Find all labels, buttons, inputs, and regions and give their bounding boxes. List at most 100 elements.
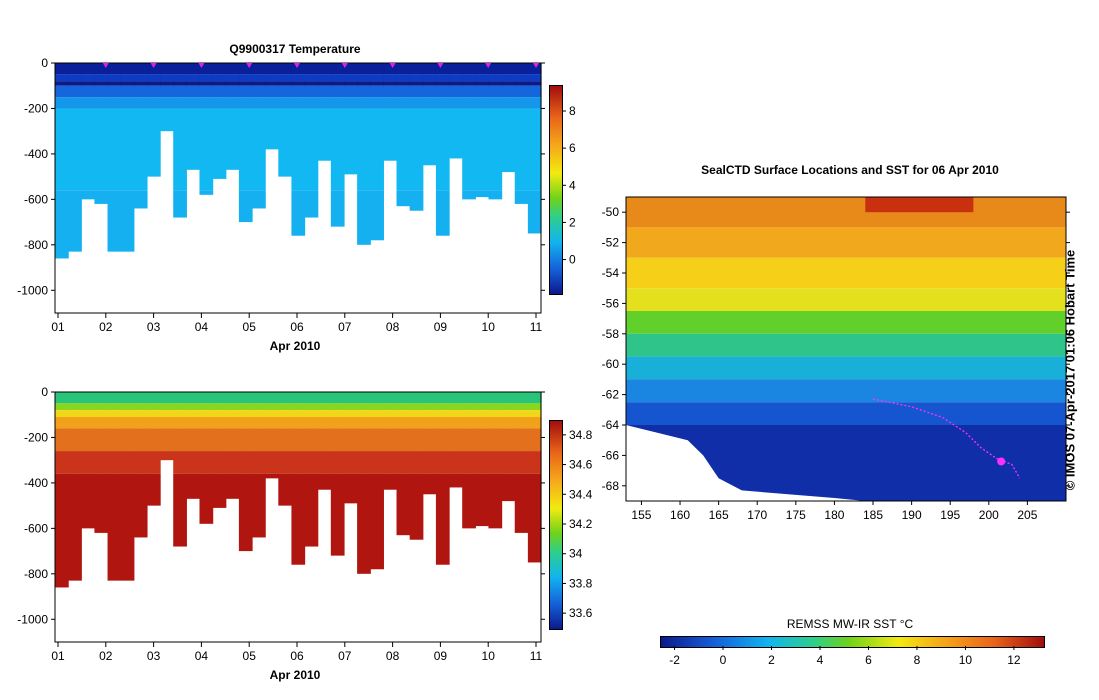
x-tick-label: 02	[99, 320, 113, 334]
profile-cell	[68, 74, 82, 82]
profile-cell	[357, 392, 371, 404]
profile-cell	[146, 108, 161, 177]
profile-cell	[225, 451, 240, 474]
profile-cell	[396, 190, 411, 207]
profile-cell	[488, 410, 503, 417]
credit-text: © IMOS 07-Apr-2017 01:06 Hobart Time	[1062, 249, 1078, 491]
x-tick-label: 170	[747, 508, 767, 522]
x-tick-label: 09	[434, 320, 448, 334]
x-tick-label: 190	[902, 508, 922, 522]
sst-band	[626, 197, 1066, 228]
colorbar-tick-label: -2	[669, 653, 680, 667]
profile-cell	[160, 108, 174, 132]
profile-cell	[396, 108, 411, 191]
profile-cell	[357, 108, 371, 191]
sst-band	[626, 356, 1066, 380]
profile-cell	[409, 451, 424, 474]
profile-cell	[120, 428, 135, 452]
profile-cell	[146, 63, 161, 75]
profile-cell	[146, 74, 161, 82]
profile-cell	[435, 74, 450, 82]
profile-cell	[278, 392, 293, 404]
profile-cell	[265, 85, 279, 98]
sst-band	[626, 311, 1066, 334]
profile-cell	[343, 417, 358, 429]
profile-cell	[252, 74, 266, 82]
colorbar-tick-label: 6	[865, 653, 872, 667]
profile-cell	[55, 63, 69, 75]
profile-cell	[81, 74, 96, 82]
profile-cell	[291, 81, 306, 86]
profile-cell	[81, 428, 96, 452]
y-tick-label: -58	[602, 327, 620, 341]
profile-cell	[291, 97, 306, 109]
profile-cell	[252, 417, 266, 429]
profile-cell	[317, 410, 332, 417]
profile-cell	[304, 451, 319, 474]
profile-cell	[527, 410, 542, 417]
profile-cell	[173, 428, 187, 452]
profile-cell	[212, 451, 227, 474]
profile-cell	[488, 451, 503, 474]
profile-cell	[330, 451, 345, 474]
profile-cell	[278, 74, 293, 82]
profile-cell	[186, 108, 201, 170]
profile-cell	[107, 190, 122, 252]
profile-cell	[133, 473, 148, 538]
profile-cell	[409, 81, 424, 86]
profile-cell	[330, 81, 345, 86]
profile-cell	[186, 81, 201, 86]
profile-cell	[514, 417, 529, 429]
profile-cell	[330, 74, 345, 82]
profile-cell	[199, 85, 214, 98]
profile-cell	[68, 63, 82, 75]
profile-cell	[160, 74, 174, 82]
profile-cell	[55, 108, 69, 191]
sst-colorbar	[660, 636, 1045, 648]
profile-cell	[527, 81, 542, 86]
profile-cell	[252, 392, 266, 404]
profile-cell	[225, 417, 240, 429]
surface-marker	[102, 63, 109, 68]
profile-cell	[357, 410, 371, 417]
profile-cell	[107, 108, 122, 191]
profile-cell	[238, 81, 253, 86]
profile-cell	[488, 392, 503, 404]
profile-cell	[291, 417, 306, 429]
profile-cell	[278, 85, 293, 98]
profile-cell	[435, 428, 450, 452]
profile-cell	[449, 473, 463, 488]
profile-cell	[68, 108, 82, 191]
profile-cell	[304, 97, 319, 109]
profile-cell	[409, 74, 424, 82]
profile-cell	[343, 451, 358, 474]
temperature-xlabel: Apr 2010	[269, 339, 321, 353]
profile-cell	[449, 451, 463, 474]
sst-band	[626, 333, 1066, 357]
x-tick-label: 01	[51, 649, 65, 663]
salinity-section-plot: 0 -200 -400 -600 -800 -1000 01 02 03 04 05 06 07 08 09…	[17, 385, 545, 663]
profile-cell	[265, 392, 279, 404]
profile-cell	[357, 63, 371, 75]
profile-cell	[146, 473, 161, 506]
y-tick-label: -1000	[17, 283, 48, 297]
profile-cell	[94, 74, 109, 82]
profile-cell	[252, 451, 266, 474]
sst-band	[626, 288, 1066, 311]
profile-cell	[55, 392, 69, 404]
profile-cell	[252, 85, 266, 98]
profile-cell	[212, 428, 227, 452]
profile-cell	[435, 97, 450, 109]
profile-cell	[173, 403, 187, 411]
y-tick-label: -600	[24, 521, 48, 535]
profile-cell	[501, 417, 516, 429]
profile-cell	[238, 417, 253, 429]
profile-cell	[107, 74, 122, 82]
profile-cell	[212, 108, 227, 179]
profile-cell	[238, 410, 253, 417]
profile-cell	[186, 74, 201, 82]
profile-cell	[55, 81, 69, 86]
colorbar-tick-label: 34	[569, 547, 583, 561]
profile-cell	[383, 63, 398, 75]
colorbar-tick-label: 4	[569, 178, 576, 192]
